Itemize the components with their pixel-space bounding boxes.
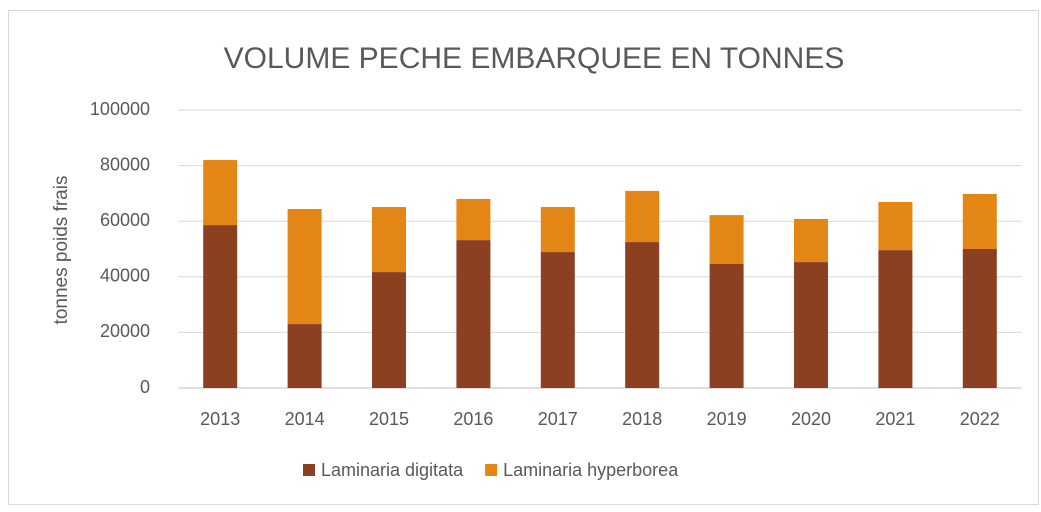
x-tick-label: 2019 xyxy=(707,409,747,429)
bar-segment xyxy=(625,190,660,243)
y-tick-label: 20000 xyxy=(100,321,150,341)
y-tick-label: 80000 xyxy=(100,154,150,174)
chart-title: VOLUME PECHE EMBARQUEE EN TONNES xyxy=(224,42,845,75)
bar-segment xyxy=(287,208,322,325)
y-axis-label: tonnes poids frais xyxy=(51,176,72,325)
bar-segment xyxy=(794,262,828,388)
x-tick-label: 2018 xyxy=(622,409,662,429)
legend-swatch xyxy=(485,464,498,476)
bar-segment xyxy=(794,218,828,263)
x-tick-label: 2013 xyxy=(200,409,240,429)
legend-label: Laminaria hyperborea xyxy=(503,460,679,480)
x-tick-label: 2022 xyxy=(960,409,1000,429)
bar-segment xyxy=(372,272,406,388)
bar-segment xyxy=(709,264,744,388)
x-tick-label: 2020 xyxy=(791,409,831,429)
legend-swatch xyxy=(303,464,315,476)
y-tick-label: 0 xyxy=(140,377,150,397)
bar-segment xyxy=(456,198,491,241)
bar-segment xyxy=(625,242,660,388)
bar-segment xyxy=(203,160,238,226)
y-tick-label: 40000 xyxy=(100,266,150,286)
bar-segment xyxy=(878,202,913,251)
bar-segment xyxy=(456,240,491,388)
x-tick-label: 2017 xyxy=(538,409,578,429)
x-tick-label: 2016 xyxy=(453,409,493,429)
bar-segment xyxy=(962,193,997,249)
bar-segment xyxy=(287,324,322,388)
x-tick-label: 2021 xyxy=(875,409,915,429)
bar-segment xyxy=(962,249,997,388)
bar-segment xyxy=(540,252,575,388)
y-tick-label: 60000 xyxy=(100,210,150,230)
bar-segment xyxy=(372,207,406,273)
x-tick-label: 2015 xyxy=(369,409,409,429)
bar-segment xyxy=(203,225,238,388)
bar-segment xyxy=(878,250,913,388)
x-tick-label: 2014 xyxy=(285,409,325,429)
y-tick-label: 100000 xyxy=(90,99,150,119)
chart-border xyxy=(8,10,1039,505)
bar-segment xyxy=(540,207,575,253)
bar-segment xyxy=(709,215,744,265)
legend-label: Laminaria digitata xyxy=(321,460,464,480)
